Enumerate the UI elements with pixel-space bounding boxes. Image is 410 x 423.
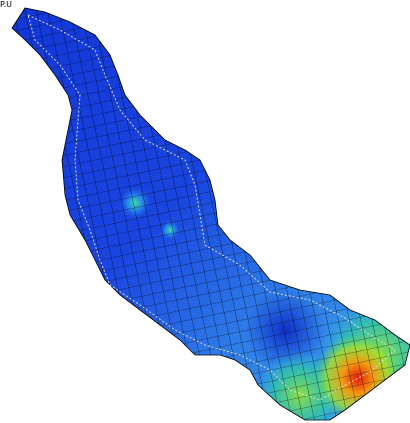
viewport: P.U <box>0 0 410 423</box>
label: P.U <box>0 0 12 9</box>
mesh <box>0 0 410 423</box>
mesh-plot <box>0 0 410 423</box>
